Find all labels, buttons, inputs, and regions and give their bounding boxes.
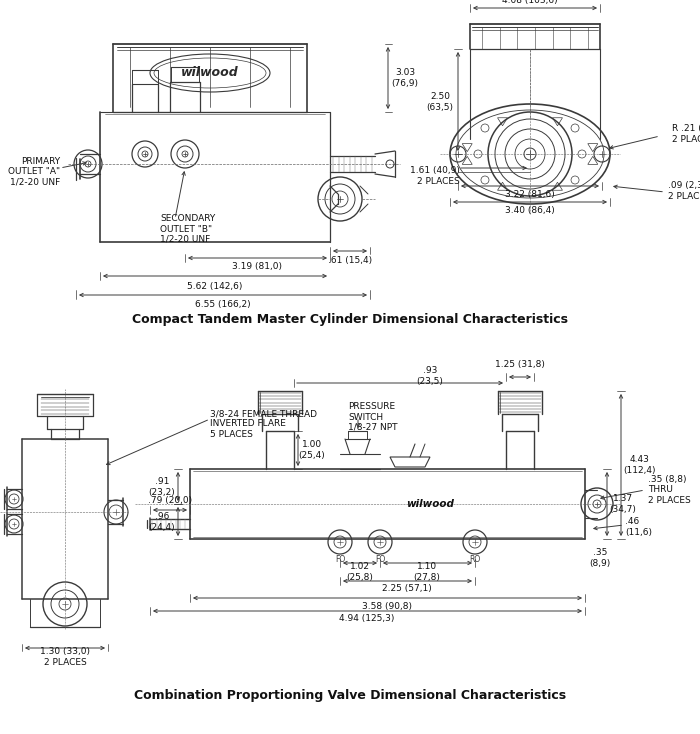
Text: wilwood: wilwood: [406, 499, 454, 509]
Text: 1.30 (33,0)
2 PLACES: 1.30 (33,0) 2 PLACES: [40, 647, 90, 666]
Text: 4.94 (125,3): 4.94 (125,3): [340, 614, 395, 623]
Text: PRESSURE
SWITCH
1/8-27 NPT: PRESSURE SWITCH 1/8-27 NPT: [348, 402, 398, 432]
Text: 1.02
(25,8): 1.02 (25,8): [346, 562, 373, 582]
Text: 1.37
(34,7): 1.37 (34,7): [610, 494, 636, 514]
Text: 3.58 (90,8): 3.58 (90,8): [362, 601, 412, 611]
Text: Compact Tandem Master Cylinder Dimensional Characteristics: Compact Tandem Master Cylinder Dimension…: [132, 313, 568, 325]
Text: Combination Proportioning Valve Dimensional Characteristics: Combination Proportioning Valve Dimensio…: [134, 689, 566, 702]
Text: SECONDARY
OUTLET "B"
1/2-20 UNF: SECONDARY OUTLET "B" 1/2-20 UNF: [160, 214, 216, 244]
Text: 4.08 (103,6): 4.08 (103,6): [502, 0, 558, 4]
Text: RO: RO: [470, 556, 481, 564]
Text: 2.25 (57,1): 2.25 (57,1): [382, 584, 432, 594]
Text: 3.19 (81,0): 3.19 (81,0): [232, 263, 282, 272]
Text: .93
(23,5): .93 (23,5): [416, 366, 443, 385]
Text: .61 (15,4): .61 (15,4): [328, 255, 372, 264]
Text: 3.22 (81,6): 3.22 (81,6): [505, 189, 555, 198]
Text: 1.10
(27,8): 1.10 (27,8): [414, 562, 440, 582]
Text: 5.62 (142,6): 5.62 (142,6): [188, 282, 243, 291]
Text: 1.61 (40,9)
2 PLACES: 1.61 (40,9) 2 PLACES: [410, 167, 460, 186]
Text: .79 (20,0): .79 (20,0): [148, 496, 192, 506]
Text: .35
(8,9): .35 (8,9): [589, 548, 610, 567]
Text: wilwood: wilwood: [181, 67, 239, 79]
Text: FO: FO: [375, 556, 385, 564]
Text: 3.40 (86,4): 3.40 (86,4): [505, 206, 555, 214]
Text: 1.00
(25,4): 1.00 (25,4): [299, 440, 326, 459]
Text: 3.03
(76,9): 3.03 (76,9): [391, 68, 419, 87]
Text: .09 (2,3)
2 PLACES: .09 (2,3) 2 PLACES: [668, 181, 700, 200]
Text: R .21 (5,2)
2 PLACES: R .21 (5,2) 2 PLACES: [672, 124, 700, 144]
Text: 2.50
(63,5): 2.50 (63,5): [426, 92, 454, 112]
Text: PRIMARY
OUTLET "A"
1/2-20 UNF: PRIMARY OUTLET "A" 1/2-20 UNF: [8, 157, 60, 187]
Text: 6.55 (166,2): 6.55 (166,2): [195, 299, 251, 308]
Text: .46
(11,6): .46 (11,6): [625, 517, 652, 537]
Text: .91
(23,2): .91 (23,2): [148, 477, 176, 497]
Text: 1.25 (31,8): 1.25 (31,8): [495, 360, 545, 369]
Text: .96
(24,4): .96 (24,4): [148, 512, 175, 531]
Text: .35 (8,8)
THRU
2 PLACES: .35 (8,8) THRU 2 PLACES: [648, 475, 691, 505]
Text: FO: FO: [335, 556, 345, 564]
Text: 3/8-24 FEMALE THREAD
INVERTED FLARE
5 PLACES: 3/8-24 FEMALE THREAD INVERTED FLARE 5 PL…: [210, 409, 317, 439]
Text: 4.43
(112,4): 4.43 (112,4): [624, 455, 657, 475]
